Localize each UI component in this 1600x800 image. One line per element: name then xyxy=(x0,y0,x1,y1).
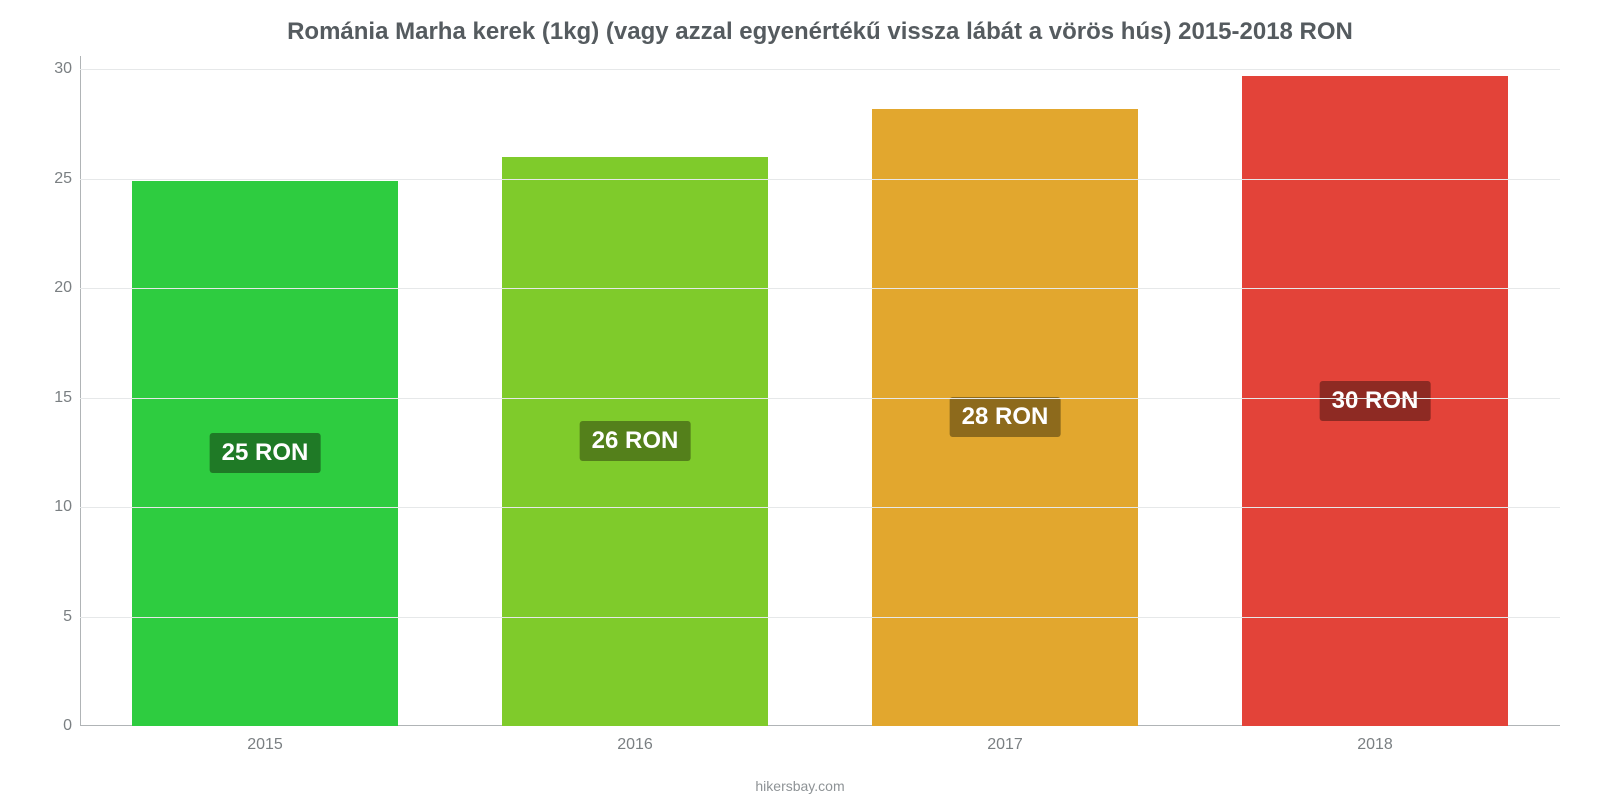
grid-line xyxy=(80,179,1560,180)
plot-area: 25 RON201526 RON201628 RON201730 RON2018… xyxy=(80,56,1560,726)
y-tick-label: 20 xyxy=(38,279,72,297)
x-tick-label: 2015 xyxy=(247,736,283,754)
bar-value-label: 25 RON xyxy=(210,433,321,473)
bars-group: 25 RON201526 RON201628 RON201730 RON2018 xyxy=(80,56,1560,726)
source-text: hikersbay.com xyxy=(755,778,844,794)
y-tick-label: 5 xyxy=(38,608,72,626)
y-tick-label: 10 xyxy=(38,498,72,516)
y-tick-label: 15 xyxy=(38,389,72,407)
grid-line xyxy=(80,507,1560,508)
bar-value-label: 28 RON xyxy=(950,397,1061,437)
bar-value-label: 30 RON xyxy=(1320,381,1431,421)
x-tick-label: 2018 xyxy=(1357,736,1393,754)
grid-line xyxy=(80,398,1560,399)
bar-slot: 28 RON2017 xyxy=(820,56,1190,726)
grid-line xyxy=(80,617,1560,618)
bar-value-label: 26 RON xyxy=(580,421,691,461)
grid-line xyxy=(80,69,1560,70)
chart-container: Románia Marha kerek (1kg) (vagy azzal eg… xyxy=(0,0,1600,800)
chart-title: Románia Marha kerek (1kg) (vagy azzal eg… xyxy=(80,18,1560,46)
bar-slot: 26 RON2016 xyxy=(450,56,820,726)
bar: 28 RON xyxy=(872,109,1138,726)
x-tick-label: 2017 xyxy=(987,736,1023,754)
y-tick-label: 0 xyxy=(38,717,72,735)
bar: 26 RON xyxy=(502,157,768,726)
x-tick-label: 2016 xyxy=(617,736,653,754)
y-tick-label: 30 xyxy=(38,60,72,78)
bar: 30 RON xyxy=(1242,76,1508,726)
y-tick-label: 25 xyxy=(38,170,72,188)
bar-slot: 25 RON2015 xyxy=(80,56,450,726)
bar-slot: 30 RON2018 xyxy=(1190,56,1560,726)
grid-line xyxy=(80,288,1560,289)
bar: 25 RON xyxy=(132,181,398,726)
